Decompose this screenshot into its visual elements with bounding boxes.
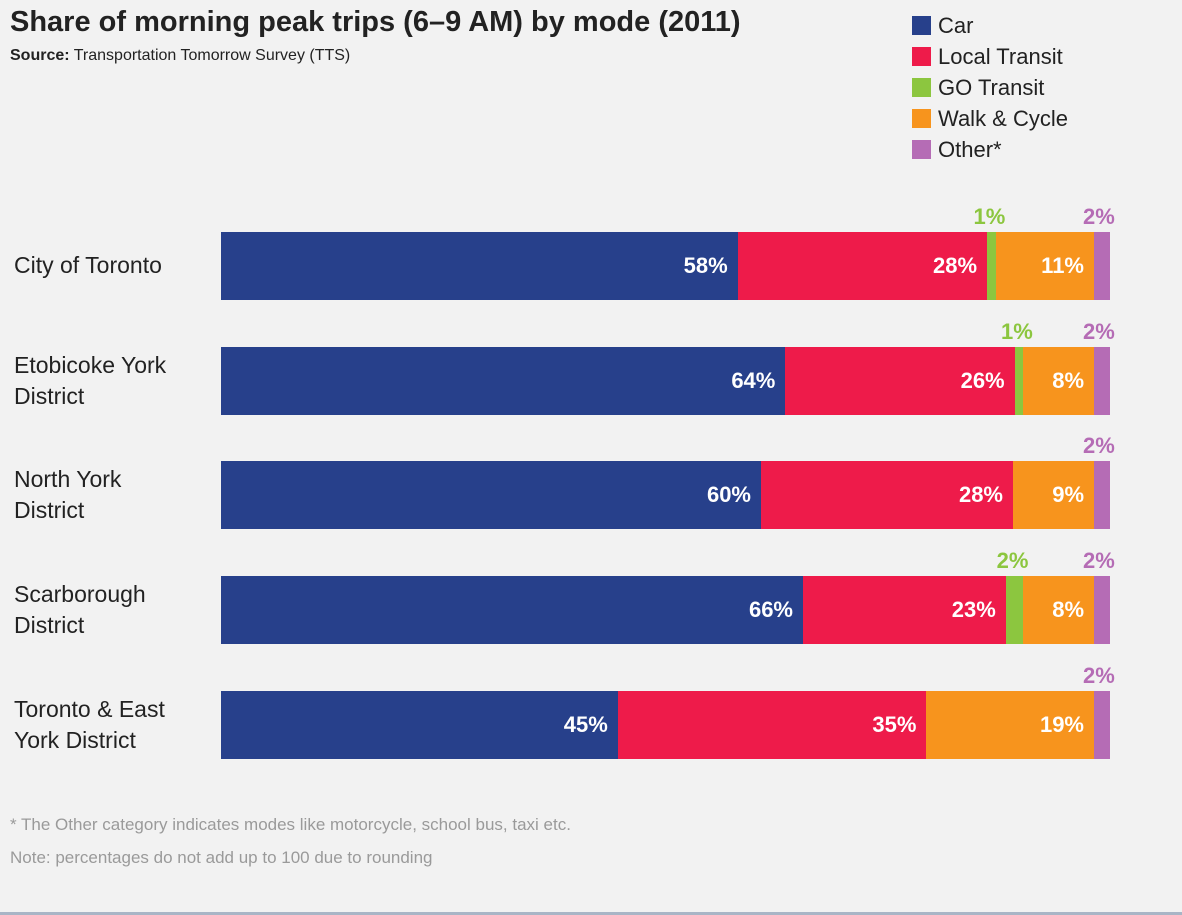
legend-swatch <box>912 109 931 128</box>
row-label: Scarborough District <box>14 579 214 641</box>
value-label: 8% <box>1052 597 1084 622</box>
bar-segment-go-transit <box>1014 347 1024 415</box>
row-label-line: Etobicoke York <box>14 352 167 378</box>
bar-segment-car <box>221 691 618 759</box>
value-label: 9% <box>1052 482 1084 507</box>
value-label: 64% <box>731 368 776 393</box>
bar-segment-local-transit <box>617 691 927 759</box>
row-label-line: District <box>14 497 85 523</box>
legend-swatch <box>912 16 931 35</box>
bar-segment-other <box>1094 461 1110 529</box>
value-label: 28% <box>958 482 1003 507</box>
bar-segment-other <box>1094 576 1110 644</box>
legend-item: Local Transit <box>912 41 1068 72</box>
bar-segment-walk-cycle <box>1013 461 1094 529</box>
bar-segment-other <box>1094 347 1110 415</box>
bottom-divider <box>0 912 1182 915</box>
bar-segment-other <box>1094 232 1110 300</box>
source-text: Transportation Tomorrow Survey (TTS) <box>73 47 351 64</box>
row-label: Toronto & East York District <box>14 694 214 756</box>
row-label-line: York District <box>14 727 136 753</box>
chart-title: Share of morning peak trips (6–9 AM) by … <box>10 6 741 38</box>
value-label: 11% <box>1041 253 1084 278</box>
chart-source: Source: Transportation Tomorrow Survey (… <box>10 47 350 65</box>
bar-segment-local-transit <box>785 347 1015 415</box>
bar-segment-local-transit <box>803 576 1006 644</box>
value-label-above: 2% <box>996 548 1029 573</box>
value-label: 58% <box>683 253 728 278</box>
value-label-above: 1% <box>973 204 1006 229</box>
bar-segment-walk-cycle <box>1023 576 1094 644</box>
bar-segment-go-transit <box>987 232 996 300</box>
row-label-line: Scarborough <box>14 581 146 607</box>
legend-label: Other* <box>938 136 1002 162</box>
legend-label: GO Transit <box>938 74 1045 100</box>
value-label: 28% <box>933 253 978 278</box>
row-label-line: City of Toronto <box>14 252 162 278</box>
row-label: Etobicoke York District <box>14 350 214 412</box>
bar-segment-local-transit <box>761 461 1013 529</box>
value-label: 66% <box>748 597 793 622</box>
value-label-above: 2% <box>1083 433 1115 458</box>
value-label: 23% <box>951 597 996 622</box>
bar-segment-walk-cycle <box>1023 347 1094 415</box>
bar-segment-other <box>1094 691 1110 759</box>
value-label: 26% <box>960 368 1005 393</box>
legend-label: Local Transit <box>938 43 1063 69</box>
row-label-line: Toronto & East <box>14 696 165 722</box>
legend-swatch <box>912 140 931 159</box>
legend-item: GO Transit <box>912 72 1068 103</box>
legend-item: Other* <box>912 134 1068 165</box>
bar-segment-car <box>221 347 786 415</box>
legend-label: Car <box>938 12 974 38</box>
value-label: 60% <box>706 482 751 507</box>
value-label-above: 2% <box>1083 663 1115 688</box>
value-label: 8% <box>1052 368 1084 393</box>
bar-segment-car <box>221 232 738 300</box>
row-label-line: District <box>14 612 85 638</box>
row-label: City of Toronto <box>14 250 214 281</box>
source-label: Source: <box>10 47 70 64</box>
value-label-above: 1% <box>1001 319 1033 344</box>
bar-segment-walk-cycle <box>996 232 1094 300</box>
value-label: 35% <box>872 712 917 737</box>
value-label-above: 2% <box>1083 548 1115 573</box>
bar-segment-car <box>221 576 803 644</box>
row-label: North York District <box>14 464 214 526</box>
value-label: 45% <box>563 712 608 737</box>
footnote-rounding: Note: percentages do not add up to 100 d… <box>10 848 433 867</box>
legend-label: Walk & Cycle <box>938 105 1068 131</box>
bar-segment-local-transit <box>737 232 988 300</box>
value-label: 19% <box>1039 712 1084 737</box>
value-label-above: 2% <box>1083 319 1115 344</box>
legend-swatch <box>912 78 931 97</box>
row-label-line: District <box>14 383 85 409</box>
chart-legend: Car Local Transit GO Transit Walk & Cycle Ot… <box>912 10 1068 165</box>
bar-segment-car <box>221 461 761 529</box>
row-label-line: North York <box>14 466 122 492</box>
value-label-above: 2% <box>1083 204 1115 229</box>
bar-segment-go-transit <box>1005 576 1024 644</box>
footnote-other: * The Other category indicates modes lik… <box>10 815 571 834</box>
bar-segment-walk-cycle <box>926 691 1094 759</box>
legend-swatch <box>912 47 931 66</box>
legend-item: Car <box>912 10 1068 41</box>
legend-item: Walk & Cycle <box>912 103 1068 134</box>
